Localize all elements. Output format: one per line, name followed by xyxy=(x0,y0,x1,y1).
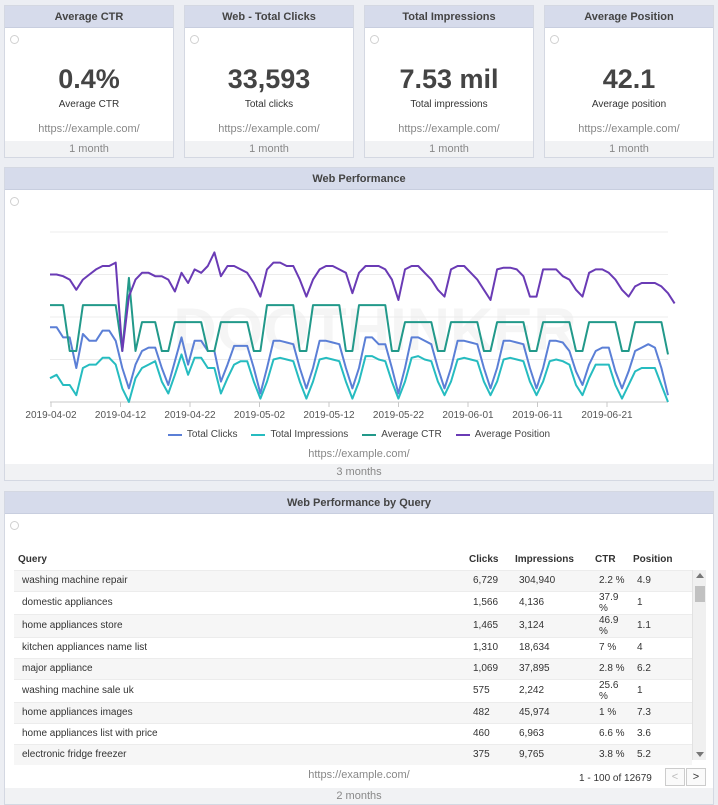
kpi-source-url: https://example.com/ xyxy=(398,123,500,135)
table-row[interactable]: kitchen appliances name list 1,310 18,634 7… xyxy=(14,636,692,658)
x-tick-label: 2019-06-21 xyxy=(581,410,633,421)
chart-period: 3 months xyxy=(5,464,713,480)
scroll-thumb[interactable] xyxy=(695,586,705,602)
column-header-impressions[interactable]: Impressions xyxy=(515,554,574,566)
column-header-clicks[interactable]: Clicks xyxy=(469,554,499,566)
scroll-up-arrow-icon[interactable] xyxy=(696,573,704,578)
watermark: DOOTHINKER xyxy=(173,296,576,363)
kpi-title: Average Position xyxy=(545,6,713,28)
kpi-value: 0.4% xyxy=(58,64,120,94)
column-header-ctr[interactable]: CTR xyxy=(595,554,616,566)
prev-page-button[interactable]: < xyxy=(665,768,685,786)
legend-item[interactable]: Average CTR xyxy=(362,429,442,440)
table-row[interactable]: washing machine sale uk 575 2,242 25.6 % 1 xyxy=(14,678,692,702)
table-title: Web Performance by Query xyxy=(5,492,713,514)
column-header-query[interactable]: Query xyxy=(18,554,47,566)
line-chart: DOOTHINKER 2019-04-02 2019-04-12 2019-04-2… xyxy=(25,231,676,421)
kpi-source-url: https://example.com/ xyxy=(578,123,680,135)
kpi-card-position: Average Position 42.1 Average position h… xyxy=(544,5,714,158)
select-radio[interactable] xyxy=(550,35,559,44)
kpi-label: Total impressions xyxy=(410,99,488,110)
series-line-average-position[interactable] xyxy=(50,251,676,352)
kpi-title: Web - Total Clicks xyxy=(185,6,353,28)
kpi-label: Average CTR xyxy=(58,99,120,110)
table-row[interactable]: home appliances store 1,465 3,124 46.9 % 1.1 xyxy=(14,613,692,637)
kpi-value: 33,593 xyxy=(227,64,311,94)
pagination-range: 1 - 100 of 12679 xyxy=(579,773,652,784)
x-tick-label: 2019-05-22 xyxy=(373,410,425,421)
kpi-period: 1 month xyxy=(5,141,173,157)
table-source-url: https://example.com/ xyxy=(308,769,410,781)
kpi-card-impressions: Total Impressions 7.53 mil Total impress… xyxy=(364,5,534,158)
kpi-label: Average position xyxy=(591,99,667,110)
legend-item[interactable]: Average Position xyxy=(455,429,550,440)
x-tick-label: 2019-05-02 xyxy=(234,410,286,421)
kpi-source-url: https://example.com/ xyxy=(38,123,140,135)
query-table: Query Clicks Impressions CTR Position wa… xyxy=(14,550,692,765)
table-period: 2 months xyxy=(5,788,713,804)
scroll-down-arrow-icon[interactable] xyxy=(696,752,704,757)
kpi-card-clicks: Web - Total Clicks 33,593 Total clicks h… xyxy=(184,5,354,158)
select-radio[interactable] xyxy=(370,35,379,44)
series-line-average-ctr[interactable] xyxy=(50,276,669,355)
chart-title: Web Performance xyxy=(5,168,713,190)
web-performance-card: Web Performance DOOTHINKER 2019-04-02 201… xyxy=(4,167,714,481)
x-tick-label: 2019-06-11 xyxy=(512,410,563,421)
x-tick-label: 2019-04-12 xyxy=(95,410,147,421)
kpi-period: 1 month xyxy=(185,141,353,157)
legend-item[interactable]: Total Clicks xyxy=(167,429,237,440)
table-row[interactable]: home appliances images 482 45,974 1 % 7.3 xyxy=(14,701,692,723)
select-radio[interactable] xyxy=(10,521,19,530)
x-tick-label: 2019-05-12 xyxy=(303,410,355,421)
next-page-button[interactable]: > xyxy=(686,768,706,786)
kpi-period: 1 month xyxy=(545,141,713,157)
select-radio[interactable] xyxy=(190,35,199,44)
table-row[interactable]: domestic appliances 1,566 4,136 37.9 % 1 xyxy=(14,590,692,614)
kpi-title: Total Impressions xyxy=(365,6,533,28)
column-header-position[interactable]: Position xyxy=(633,554,673,566)
select-radio[interactable] xyxy=(10,35,19,44)
query-table-card: Web Performance by Query Query Clicks Im… xyxy=(4,491,714,805)
x-tick-label: 2019-04-22 xyxy=(164,410,216,421)
kpi-card-ctr: Average CTR 0.4% Average CTR https://exa… xyxy=(4,5,174,158)
table-row[interactable]: home appliances list with price 460 6,963 6… xyxy=(14,722,692,744)
chart-legend: Total Clicks Total Impressions Average C… xyxy=(5,429,713,440)
table-row[interactable]: washing machine repair 6,729 304,940 2.2 % 4… xyxy=(14,569,692,591)
chart-source-url: https://example.com/ xyxy=(308,448,410,460)
kpi-value: 7.53 mil xyxy=(399,64,499,94)
kpi-title: Average CTR xyxy=(5,6,173,28)
kpi-value: 42.1 xyxy=(602,64,656,94)
kpi-period: 1 month xyxy=(365,141,533,157)
select-radio[interactable] xyxy=(10,197,19,206)
table-row[interactable]: major appliance 1,069 37,895 2.8 % 6.2 xyxy=(14,657,692,679)
x-tick-label: 2019-06-01 xyxy=(442,410,494,421)
table-row[interactable]: electronic fridge freezer 375 9,765 3.8 % 5.… xyxy=(14,743,692,765)
kpi-label: Total clicks xyxy=(244,99,294,110)
series-line-total-clicks[interactable] xyxy=(50,326,669,396)
kpi-source-url: https://example.com/ xyxy=(218,123,320,135)
legend-item[interactable]: Total Impressions xyxy=(251,429,348,440)
x-tick-label: 2019-04-02 xyxy=(25,410,77,421)
table-scrollbar[interactable] xyxy=(692,570,706,760)
series-line-total-impressions[interactable] xyxy=(49,353,669,403)
